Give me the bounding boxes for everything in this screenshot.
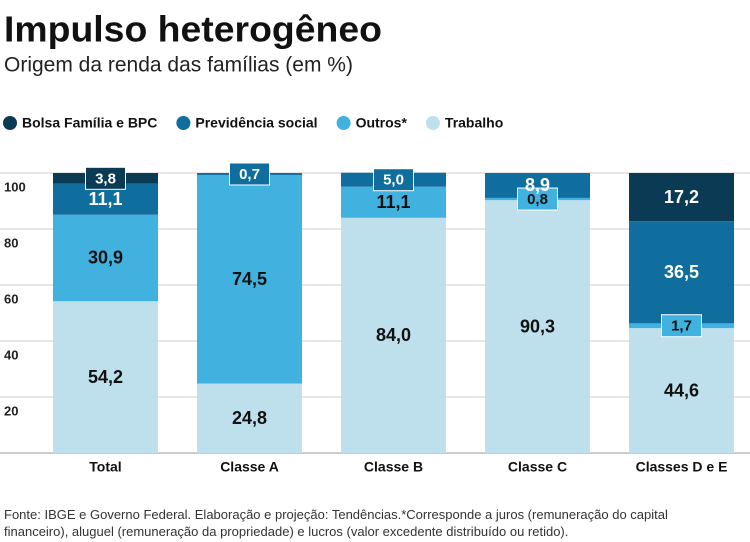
legend-marker <box>336 116 351 130</box>
bar-segment <box>629 173 734 222</box>
legend-marker <box>425 116 440 130</box>
value-label: 1,7 <box>671 318 692 335</box>
x-tick-label: Classe A <box>220 459 279 475</box>
bar-segment <box>53 301 158 453</box>
value-label: 84,0 <box>376 325 411 345</box>
x-tick-label: Classe C <box>508 459 567 475</box>
bar-segment <box>629 328 734 453</box>
y-tick-label: 40 <box>4 347 18 362</box>
label-box <box>517 187 558 211</box>
bar-segment <box>485 200 590 453</box>
y-tick-label: 20 <box>4 403 18 418</box>
legend-label: Outros* <box>356 115 408 131</box>
label-box <box>229 162 270 186</box>
x-tick-label: Classe B <box>364 459 423 475</box>
y-tick-label: 60 <box>4 291 18 306</box>
value-label: 8,9 <box>525 175 550 195</box>
value-label: 24,8 <box>232 408 267 428</box>
value-label: 0,7 <box>239 166 260 183</box>
chart-title: Impulso heterogêneo <box>4 9 382 50</box>
legend-marker <box>176 116 191 130</box>
y-tick-label: 100 <box>4 179 26 194</box>
chart: Impulso heterogêneo Origem da renda das … <box>0 9 750 475</box>
bar-segment <box>197 383 302 453</box>
legend-label: Bolsa Família e BPC <box>22 115 157 131</box>
label-box <box>85 166 126 190</box>
legend-marker <box>3 116 17 130</box>
label-box <box>661 314 702 338</box>
value-label: 11,1 <box>376 192 410 212</box>
legend-label: Previdência social <box>195 115 317 131</box>
bar-segment <box>53 214 158 302</box>
value-label: 17,2 <box>664 187 699 207</box>
x-tick-label: Classes D e E <box>636 459 728 475</box>
value-label: 44,6 <box>664 380 699 400</box>
value-label: 11,1 <box>88 189 122 209</box>
y-tick-label: 80 <box>4 235 18 250</box>
footnote: Fonte: IBGE e Governo Federal. Elaboraçã… <box>4 507 668 539</box>
bar-segment <box>341 217 446 453</box>
bar-segment <box>629 221 734 324</box>
value-label: 30,9 <box>88 248 123 268</box>
value-label: 54,2 <box>88 367 123 387</box>
value-label: 5,0 <box>383 172 404 189</box>
chart-subtitle: Origem da renda das famílias (em %) <box>4 54 353 77</box>
value-label: 3,8 <box>95 170 116 187</box>
label-box <box>373 168 414 192</box>
bar-segment <box>341 186 446 218</box>
x-tick-label: Total <box>89 459 121 475</box>
value-label: 90,3 <box>520 316 555 336</box>
bar-segment <box>197 174 302 384</box>
value-label: 36,5 <box>664 262 699 282</box>
value-label: 74,5 <box>232 269 267 289</box>
value-label: 0,8 <box>527 191 548 208</box>
legend-label: Trabalho <box>445 115 503 131</box>
